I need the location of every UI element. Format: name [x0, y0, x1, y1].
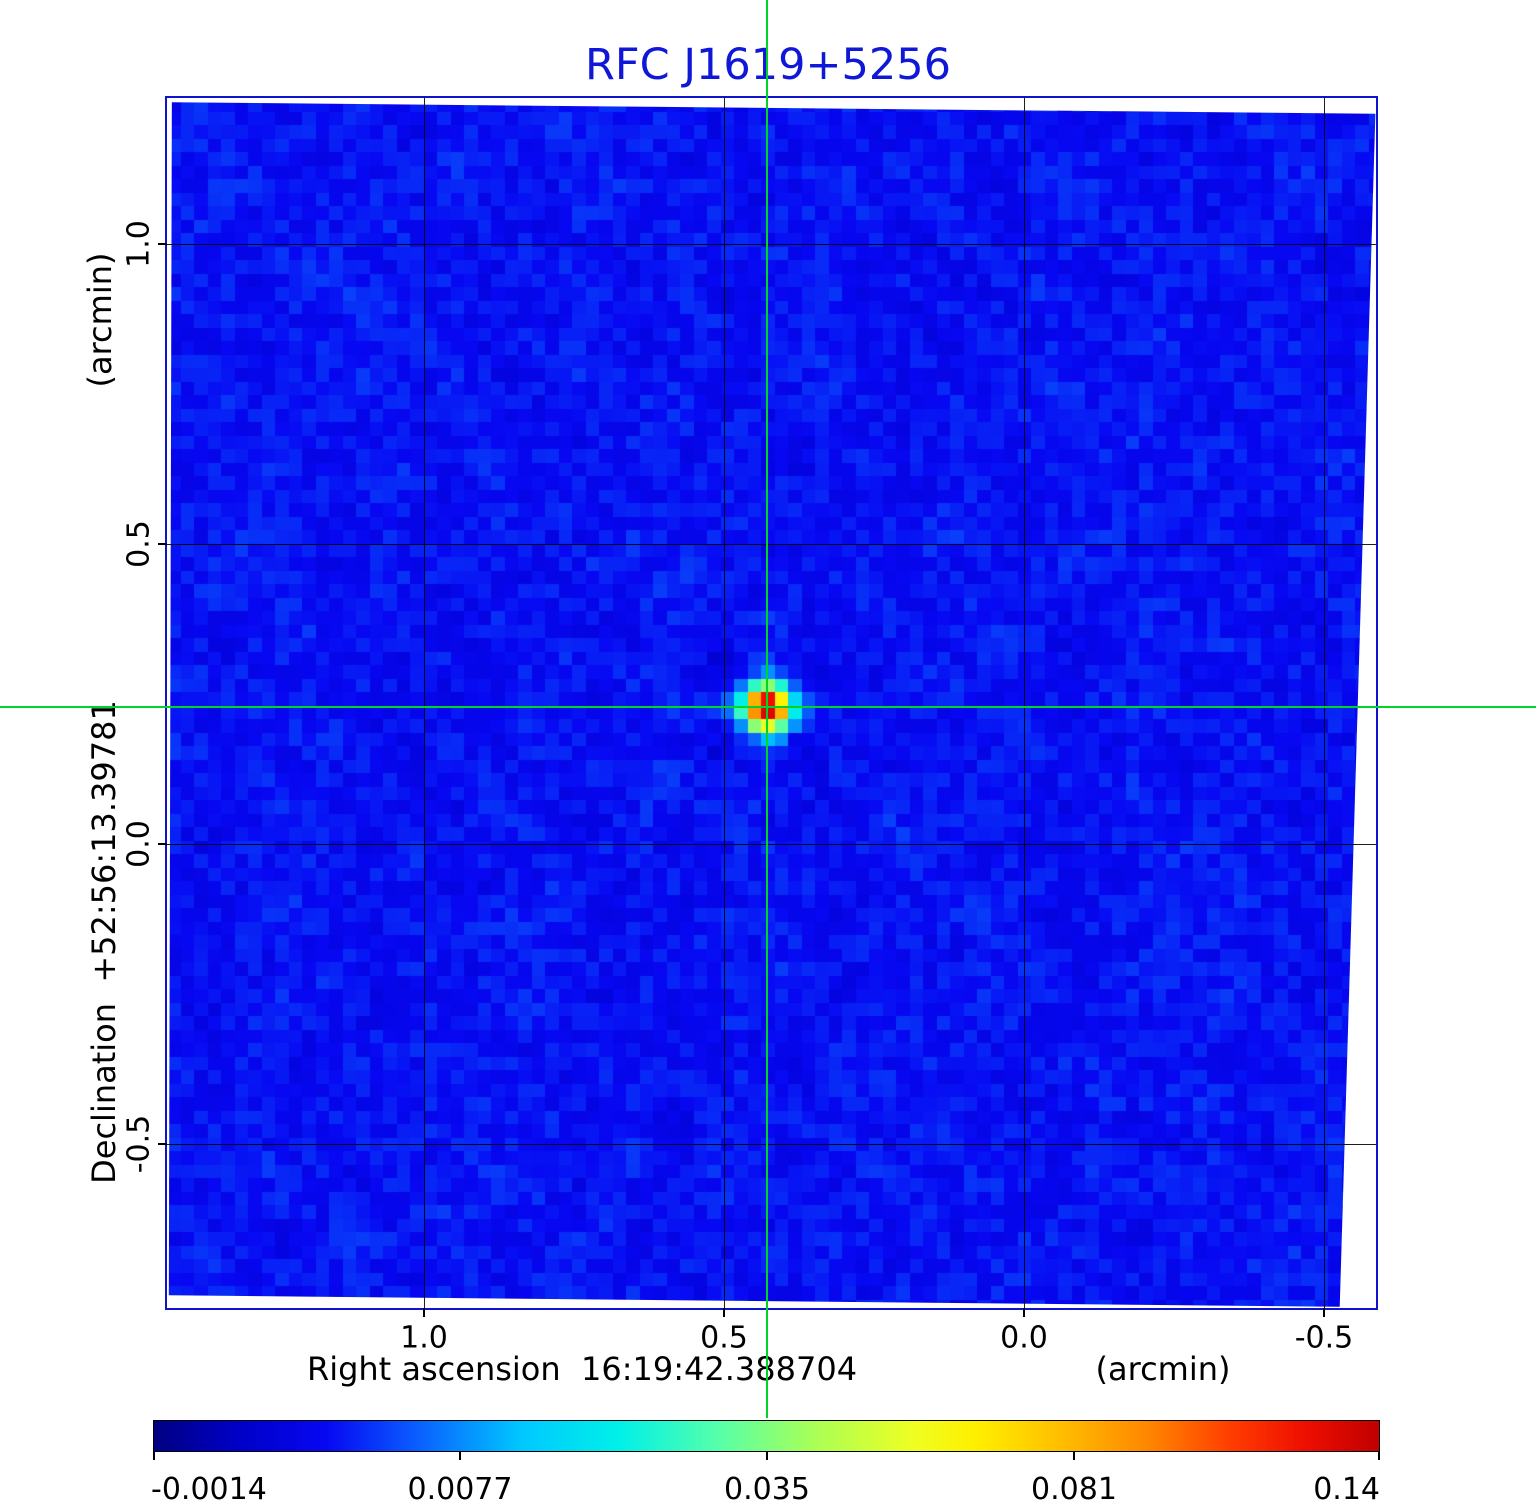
gridline-dec--0.5 — [167, 1144, 1376, 1145]
x-tickmark-1.0 — [423, 1308, 425, 1317]
colorbar-label-3: 0.081 — [1031, 1472, 1117, 1507]
x-tick-label--0.5: -0.5 — [1294, 1320, 1354, 1356]
colorbar-label-1: 0.0077 — [407, 1472, 513, 1507]
crosshair-vertical-line — [766, 0, 768, 1418]
colorbar-tickmark-2 — [766, 1452, 768, 1460]
colorbar-label-0: -0.0014 — [151, 1472, 267, 1507]
x-tick-label-0.5: 0.5 — [700, 1320, 748, 1356]
y-tickmark--0.5 — [158, 1143, 167, 1145]
colorbar-label-2: 0.035 — [724, 1472, 810, 1507]
gridline-ra-0.0 — [1024, 98, 1025, 1308]
gridline-ra--0.5 — [1324, 98, 1325, 1308]
colorbar — [153, 1420, 1380, 1452]
x-tick-label-1.0: 1.0 — [400, 1320, 448, 1356]
gridline-dec-0.0 — [167, 844, 1376, 845]
y-tick-label-1.0: 1.0 — [121, 220, 157, 268]
plot-frame — [165, 96, 1378, 1310]
figure-title: RFC J1619+5256 — [585, 40, 951, 90]
gridline-dec-0.5 — [167, 544, 1376, 545]
sky-image-canvas — [168, 102, 1376, 1307]
sky-image-clip — [167, 98, 1376, 1308]
y-axis-unit-label: (arcmin) — [81, 252, 119, 388]
x-tickmark-0.0 — [1023, 1308, 1025, 1317]
gridline-dec-1.0 — [167, 244, 1376, 245]
y-tickmark-0.5 — [158, 543, 167, 545]
x-tick-label-0.0: 0.0 — [1000, 1320, 1048, 1356]
crosshair-horizontal-line — [0, 706, 1536, 708]
x-axis-label: Right ascension 16:19:42.388704 — [306, 1350, 858, 1388]
y-tickmark-1.0 — [158, 243, 167, 245]
gridline-ra-1.0 — [424, 98, 425, 1308]
y-tick-label--0.5: -0.5 — [121, 1114, 157, 1174]
gridline-ra-0.5 — [724, 98, 725, 1308]
x-tickmark--0.5 — [1323, 1308, 1325, 1317]
colorbar-tickmark-3 — [1073, 1452, 1075, 1460]
y-tick-label-0.5: 0.5 — [121, 520, 157, 568]
x-tickmark-0.5 — [723, 1308, 725, 1317]
colorbar-label-4: 0.14 — [1313, 1472, 1380, 1507]
colorbar-tickmark-0 — [153, 1452, 155, 1460]
colorbar-tickmark-4 — [1378, 1452, 1380, 1460]
y-axis-label: Declination +52:56:13.39781 — [85, 700, 123, 1184]
y-tickmark-0.0 — [158, 843, 167, 845]
colorbar-tickmark-1 — [459, 1452, 461, 1460]
x-axis-unit-label: (arcmin) — [1095, 1350, 1231, 1388]
y-tick-label-0.0: 0.0 — [121, 820, 157, 868]
